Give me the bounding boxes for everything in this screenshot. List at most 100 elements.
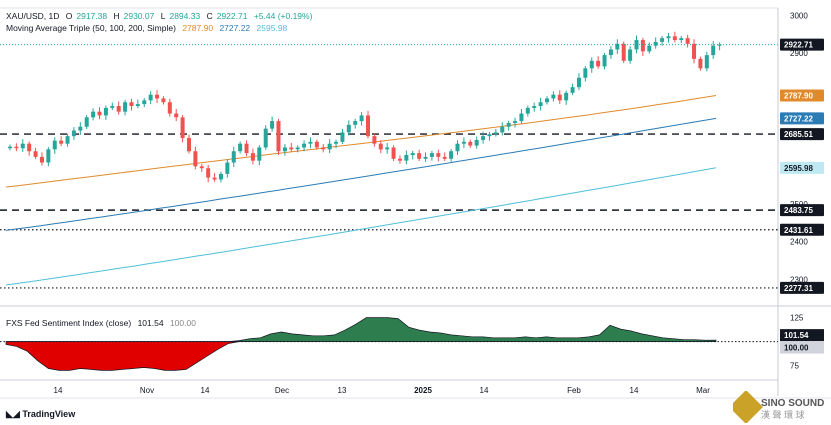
candle-body xyxy=(231,151,236,163)
sentiment-label-bg xyxy=(780,341,824,354)
price-label: 2727.22 xyxy=(784,114,813,123)
price-label-bg xyxy=(780,38,824,51)
high-label: H xyxy=(113,11,120,21)
candle-body xyxy=(378,143,383,150)
candle-body xyxy=(238,143,243,152)
candle-body xyxy=(660,38,665,42)
candle-body xyxy=(46,149,51,163)
candle-body xyxy=(640,40,645,52)
candle-body xyxy=(429,153,434,157)
x-tick-label: 14 xyxy=(480,386,489,395)
candle-body xyxy=(250,153,255,161)
ma-line-100 xyxy=(5,117,717,231)
candle-body xyxy=(302,143,307,148)
candle-body xyxy=(545,98,549,103)
candle-body xyxy=(410,153,415,155)
ma-title: Moving Average Triple (50, 100, 200, Sim… xyxy=(6,23,176,33)
candle-body xyxy=(161,98,166,103)
candle-body xyxy=(685,38,690,44)
candle-body xyxy=(116,106,121,112)
ma100-value: 2727.22 xyxy=(219,23,251,33)
candle-body xyxy=(692,43,697,59)
candle-body xyxy=(65,136,70,144)
sentiment-label: 101.54 xyxy=(784,331,809,340)
candle-body xyxy=(8,146,12,149)
candle-body xyxy=(340,132,345,142)
candle-body xyxy=(468,141,473,146)
candle-body xyxy=(481,136,486,140)
candle-body xyxy=(423,156,428,159)
sentiment-label-bg xyxy=(780,329,824,342)
candle-body xyxy=(308,141,313,144)
candle-body xyxy=(461,141,466,144)
candle-body xyxy=(27,143,32,152)
candle-body xyxy=(589,60,594,69)
candle-body xyxy=(180,117,185,139)
candle-body xyxy=(20,143,25,149)
candle-body xyxy=(206,168,211,178)
candle-body xyxy=(276,121,281,152)
x-tick-label: Feb xyxy=(567,386,581,395)
candle-body xyxy=(257,147,262,161)
candle-body xyxy=(525,107,530,114)
candle-body xyxy=(244,143,249,154)
candle-body xyxy=(583,68,588,78)
candle-body xyxy=(436,153,441,157)
candle-body xyxy=(500,126,505,133)
ma200-value: 2595.98 xyxy=(256,23,288,33)
candle-body xyxy=(212,177,217,180)
tradingview-label: TradingView xyxy=(22,409,76,419)
price-label-bg xyxy=(780,281,824,294)
ma-line-50 xyxy=(5,95,717,188)
sentiment-y-tick: 75 xyxy=(790,362,799,371)
tradingview-logo[interactable]: ◣◢ TradingView xyxy=(6,409,75,420)
candle-body xyxy=(129,102,134,106)
candle-body xyxy=(455,143,460,152)
candle-body xyxy=(372,136,377,144)
candle-body xyxy=(615,43,620,50)
sentiment-label: 100.00 xyxy=(784,344,809,353)
candle-body xyxy=(628,49,633,61)
candle-body xyxy=(334,141,339,144)
sino-sound-watermark: SINO SOUND 漢 聲 環 球 xyxy=(733,391,824,423)
candle-body xyxy=(167,102,172,114)
low-value: 2894.33 xyxy=(169,11,201,21)
low-label: L xyxy=(160,11,166,21)
sentiment-header: FXS Fed Sentiment Index (close) 101.54 1… xyxy=(6,318,200,328)
sentiment-value: 101.54 xyxy=(137,318,164,328)
candle-body xyxy=(71,130,76,137)
candle-body xyxy=(385,147,390,150)
candle-body xyxy=(653,41,658,46)
candle-body xyxy=(717,44,722,46)
candle-body xyxy=(679,38,684,41)
x-tick-label: Nov xyxy=(140,386,154,395)
candle-body xyxy=(391,147,396,159)
sentiment-y-tick: 125 xyxy=(790,314,804,323)
close-label: C xyxy=(206,11,213,21)
x-tick-label: Dec xyxy=(275,386,289,395)
candle-body xyxy=(366,115,370,137)
candle-body xyxy=(704,55,709,69)
symbol-label: XAU/USD, 1D xyxy=(6,11,60,21)
candle-body xyxy=(557,94,562,101)
candle-body xyxy=(404,155,409,161)
candle-body xyxy=(193,151,198,167)
price-label-bg xyxy=(780,223,824,236)
candle-body xyxy=(110,106,115,108)
open-value: 2917.38 xyxy=(76,11,108,21)
x-tick-label: 2025 xyxy=(414,386,432,395)
candle-body xyxy=(91,111,96,118)
sentiment-negative-area xyxy=(5,341,716,371)
candle-body xyxy=(666,36,671,39)
sentiment-title: FXS Fed Sentiment Index (close) xyxy=(6,318,132,328)
candle-body xyxy=(576,77,581,88)
candle-body xyxy=(97,111,102,116)
y-tick-label: 2400 xyxy=(790,238,808,247)
candle-body xyxy=(493,132,498,135)
price-label: 2595.98 xyxy=(784,164,813,173)
candle-body xyxy=(225,162,230,174)
candle-body xyxy=(564,92,569,101)
price-label: 2431.61 xyxy=(784,226,813,235)
candle-body xyxy=(513,121,518,123)
